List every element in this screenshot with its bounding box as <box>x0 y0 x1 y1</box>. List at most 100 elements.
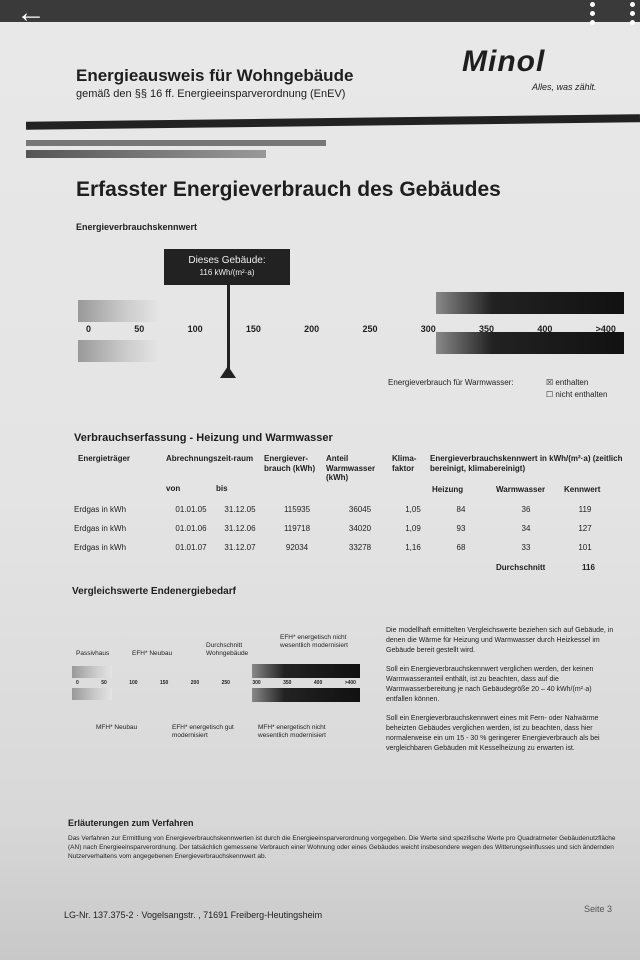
compare-scale: 0 50 100 150 200 250 300 350 400 >400 <box>76 680 356 687</box>
tick: 0 <box>86 324 92 334</box>
tick: 200 <box>304 324 320 334</box>
col-header: Warmwasser <box>496 485 546 494</box>
kennwert-label: Energieverbrauchskennwert <box>76 222 198 232</box>
compare-bar <box>72 688 112 700</box>
verbrauch-table: Erdgas in kWh 01.01.05 31.12.05 115935 36045… <box>74 500 604 557</box>
table-cell: 127 <box>578 524 592 533</box>
table-row: Erdgas in kWh 01.01.05 31.12.05 115935 36045… <box>74 500 604 519</box>
table-cell: Erdgas in kWh <box>74 524 127 533</box>
table-cell: 1,09 <box>405 524 421 533</box>
table-cell: 01.01.06 <box>175 524 207 533</box>
col-header: Anteil Warmwasser (kWh) <box>326 454 376 482</box>
divider <box>25 114 640 130</box>
comparison-label: MFH* Neubau <box>96 724 138 731</box>
tick: 100 <box>187 324 203 334</box>
table-cell: 36 <box>521 505 531 514</box>
kennwert-scale: 0 50 100 150 200 250 300 350 400 >400 <box>86 324 616 335</box>
nicht-enthalten-label: nicht enthalten <box>555 390 608 399</box>
table-cell: 84 <box>456 505 466 514</box>
tick: >400 <box>595 324 616 334</box>
footer-address: LG-Nr. 137.375-2 · Vogelsangstr. , 71691… <box>64 910 323 920</box>
col-header: bis <box>216 484 228 493</box>
table-cell: 1,16 <box>405 543 421 552</box>
divider <box>26 150 266 158</box>
viewer-toolbar: ← <box>0 0 640 40</box>
more-vertical-icon[interactable] <box>590 2 596 25</box>
comparison-label: Passivhaus <box>76 650 110 657</box>
col-header: Abrechnungszeit-raum <box>166 454 254 463</box>
table-cell: 119718 <box>283 524 311 533</box>
compare-bar <box>72 666 112 678</box>
vergleich-text: Die modellhaft ermittelten Vergleichswer… <box>386 626 618 754</box>
table-cell: 1,05 <box>405 505 421 514</box>
table-cell: 33 <box>521 543 531 552</box>
compare-bar <box>252 664 360 678</box>
tick: 250 <box>221 680 230 686</box>
tick: 50 <box>101 680 107 686</box>
tick: 0 <box>76 680 79 686</box>
table-cell: 31.12.06 <box>224 524 256 533</box>
table-cell: 101 <box>578 543 592 552</box>
tick: 300 <box>420 324 436 334</box>
tick: 300 <box>252 680 261 686</box>
doc-title: Energieausweis für Wohngebäude <box>76 66 354 85</box>
paragraph: Die modellhaft ermittelten Vergleichswer… <box>386 627 614 654</box>
arrow-left-icon[interactable]: ← <box>16 0 46 29</box>
col-header: Klima-faktor <box>392 454 417 473</box>
vergleich-title: Vergleichswerte Endenergiebedarf <box>72 586 236 597</box>
page-number: Seite 3 <box>584 904 613 914</box>
table-cell: 34020 <box>348 524 372 533</box>
col-header: Heizung <box>432 485 464 494</box>
tick: >400 <box>344 680 356 686</box>
table-cell: 31.12.05 <box>224 505 256 514</box>
tick: 150 <box>245 324 261 334</box>
col-header: Kennwert <box>564 485 601 494</box>
table-cell: 36045 <box>348 505 372 514</box>
tick: 250 <box>362 324 378 334</box>
minol-logo: Minol <box>462 45 546 78</box>
marker-arrow <box>220 366 236 378</box>
more-vertical-icon[interactable] <box>630 2 636 25</box>
table-cell: 115935 <box>283 505 311 514</box>
erlaeuterung-text: Das Verfahren zur Ermittlung von Energie… <box>68 835 616 860</box>
comparison-label: EFH* Neubau <box>132 650 173 657</box>
table-cell: 33278 <box>348 543 372 552</box>
table-cell: 119 <box>578 505 592 514</box>
checkbox-enthalten: ☒ enthalten <box>546 378 589 387</box>
table-cell: 01.01.05 <box>175 505 207 514</box>
table-cell: 01.01.07 <box>175 543 207 552</box>
doc-subtitle: gemäß den §§ 16 ff. Energieeinsparverord… <box>76 88 346 100</box>
col-header: Energieverbrauchskennwert in kWh/(m²·a) … <box>430 454 623 473</box>
slogan: Alles, was zählt. <box>532 82 597 92</box>
table-cell: 34 <box>521 524 531 533</box>
divider <box>26 140 326 146</box>
paragraph: Soll ein Energieverbrauchskennwert eines… <box>386 715 600 752</box>
compare-bar <box>252 688 360 702</box>
tick: 200 <box>190 680 200 686</box>
checkbox-nicht-enthalten: ☐ nicht enthalten <box>546 390 608 399</box>
tick: 350 <box>479 324 495 334</box>
section-title: Erfasster Energieverbrauch des Gebäudes <box>76 178 501 201</box>
table-cell: 93 <box>456 524 466 533</box>
scale-bar-bottom-right <box>436 332 624 354</box>
tick: 150 <box>160 680 169 686</box>
tick: 400 <box>537 324 553 334</box>
comparison-label: Durchschnitt Wohngebäude <box>206 642 249 657</box>
enthalten-label: enthalten <box>555 378 589 387</box>
warmwasser-label: Energieverbrauch für Warmwasser: <box>388 378 514 387</box>
avg-label: Durchschnitt <box>496 563 546 572</box>
avg-value: 116 <box>582 563 595 572</box>
paragraph: Soll ein Energieverbrauchskennwert vergl… <box>386 666 594 703</box>
table-row: Erdgas in kWh 01.01.07 31.12.07 92034 33278 1… <box>74 538 604 557</box>
scale-bar-top-left <box>78 300 158 322</box>
col-header: von <box>166 484 181 493</box>
building-marker: Dieses Gebäude: 116 kWh/(m²·a) <box>164 249 290 285</box>
comparison-label: EFH* energetisch gut modernisiert <box>172 724 234 739</box>
table-cell: 92034 <box>285 543 309 552</box>
erlaeuterung-title: Erläuterungen zum Verfahren <box>68 818 194 828</box>
document-photo: Energieausweis für Wohngebäude gemäß den… <box>0 22 640 960</box>
col-header: Energiever-brauch (kWh) <box>264 454 316 473</box>
table-cell: Erdgas in kWh <box>74 543 127 552</box>
table-cell: 31.12.07 <box>224 543 256 552</box>
comparison-label: MFH* energetisch nicht wesentlich modern… <box>258 724 326 739</box>
